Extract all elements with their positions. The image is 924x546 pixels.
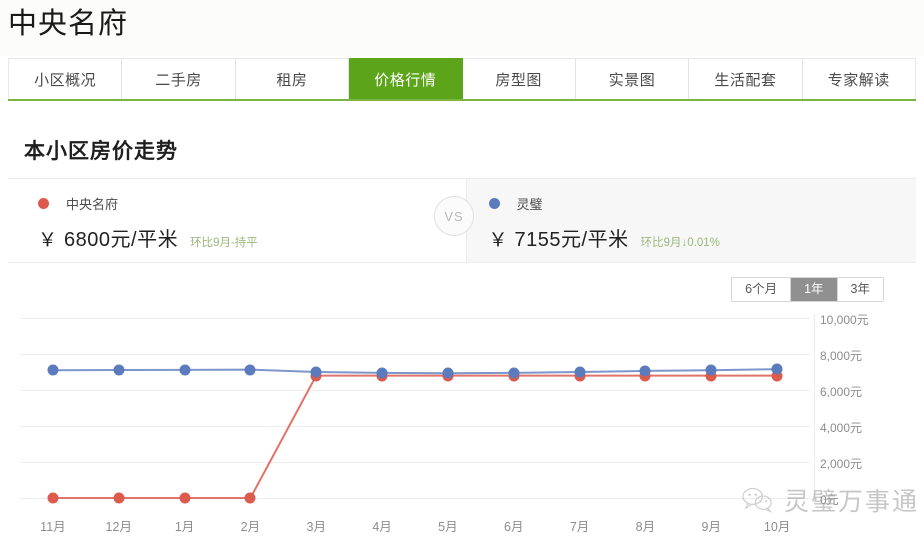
chart-y-tick-labels: 0元 2,000元 4,000元 6,000元 8,000元 10,000元 [820,308,915,508]
tab-7[interactable]: 专家解读 [802,58,916,99]
currency-symbol-left: ￥ [38,230,58,251]
page-title: 中央名府 [8,8,129,40]
compare-left-trend: 环比9月-持平 [190,237,258,249]
tab-1[interactable]: 二手房 [122,58,236,99]
chart-x-tick-labels: 11月 12月 1月 2月 3月 4月 5月 6月 7月 8月 9月 10月 [20,508,810,538]
data-point-s0-3 [244,492,256,504]
series-dot-icon-right [488,197,500,209]
range-button-0[interactable]: 6个月 [732,278,792,301]
price-compare-panel: 中央名府 ￥ 6800元/平米 环比9月-持平 灵璧 ￥ 7155元/平米 环比… [8,178,916,263]
data-point-s1-5 [376,367,388,379]
x-tick-9: 8月 [635,520,656,534]
y-tick-4000: 4,000元 [820,421,863,435]
currency-symbol-right: ￥ [488,230,508,251]
tab-bar: 小区概况 二手房 租房 价格行情 房型图 实景图 生活配套 专家解读 [8,58,916,101]
data-point-s1-1 [113,364,125,376]
gridline-0 [20,498,810,499]
compare-left-name: 中央名府 [66,196,119,212]
legend-left: 中央名府 [38,193,466,213]
chart-lines [52,368,778,499]
range-button-1[interactable]: 1年 [791,278,838,301]
x-tick-2: 1月 [174,520,195,534]
x-tick-11: 10月 [763,520,791,534]
data-point-s0-1 [113,492,125,504]
series-line-0 [52,374,778,499]
data-point-s1-11 [771,363,783,375]
tab-4[interactable]: 房型图 [462,58,576,99]
tab-0[interactable]: 小区概况 [8,58,123,99]
compare-right-trend: 环比9月↓0.01% [640,237,720,249]
compare-panel-right: 灵璧 ￥ 7155元/平米 环比9月↓0.01% [465,179,917,262]
x-tick-4: 3月 [306,520,326,534]
y-tick-10000: 10,000元 [820,313,869,327]
series-line-1 [52,368,778,375]
vs-badge: VS [434,196,474,236]
data-point-s1-0 [47,364,59,376]
gridline-6000 [20,390,810,391]
y-tick-8000: 8,000元 [820,349,863,363]
data-point-s1-3 [244,364,256,376]
gridline-4000 [20,426,810,427]
data-point-s0-11 [771,370,783,382]
tab-6[interactable]: 生活配套 [689,58,803,99]
chart-y-axis [814,314,815,504]
page-header: 中央名府 [0,0,924,56]
x-tick-1: 12月 [105,520,132,534]
legend-right: 灵璧 [488,193,917,213]
y-tick-0: 0元 [820,493,839,507]
data-point-s0-0 [47,492,59,504]
tab-2[interactable]: 租房 [235,58,350,99]
gridline-8000 [20,354,810,355]
tab-5[interactable]: 实景图 [575,58,690,99]
section-title: 本小区房价走势 [24,140,178,163]
range-button-group: 6个月 1年 3年 [731,277,884,302]
x-tick-6: 5月 [438,520,458,534]
data-point-s1-10 [705,364,717,376]
data-point-s1-9 [639,365,651,377]
x-tick-0: 11月 [40,520,66,534]
compare-right-name: 灵璧 [516,196,543,212]
y-tick-2000: 2,000元 [820,457,863,471]
x-tick-8: 7月 [569,520,590,534]
range-button-2[interactable]: 3年 [837,278,883,301]
compare-panel-left: 中央名府 ￥ 6800元/平米 环比9月-持平 [8,179,466,262]
price-trend-chart: 0元 2,000元 4,000元 6,000元 8,000元 10,000元 11月 12月… [8,308,916,540]
y-tick-6000: 6,000元 [820,385,863,399]
x-tick-7: 6月 [504,520,524,534]
x-tick-5: 4月 [372,520,392,534]
x-tick-10: 9月 [701,520,721,534]
gridline-10000 [20,318,810,319]
compare-left-price: 6800元/平米 [64,229,179,251]
data-point-s1-2 [179,364,191,376]
data-point-s1-8 [574,366,586,378]
data-point-s1-4 [310,366,322,378]
series-dot-icon-left [38,197,49,209]
compare-left-price-row: ￥ 6800元/平米 环比9月-持平 [38,223,466,252]
compare-right-price: 7155元/平米 [514,229,629,251]
data-point-s1-6 [442,367,454,379]
x-tick-3: 2月 [240,520,261,534]
data-point-s1-7 [508,367,520,379]
data-point-s0-2 [179,492,191,504]
compare-right-price-row: ￥ 7155元/平米 环比9月↓0.01% [489,223,917,252]
tab-3[interactable]: 价格行情 [349,58,463,99]
gridline-2000 [20,462,810,463]
chart-plot-area [20,318,810,504]
